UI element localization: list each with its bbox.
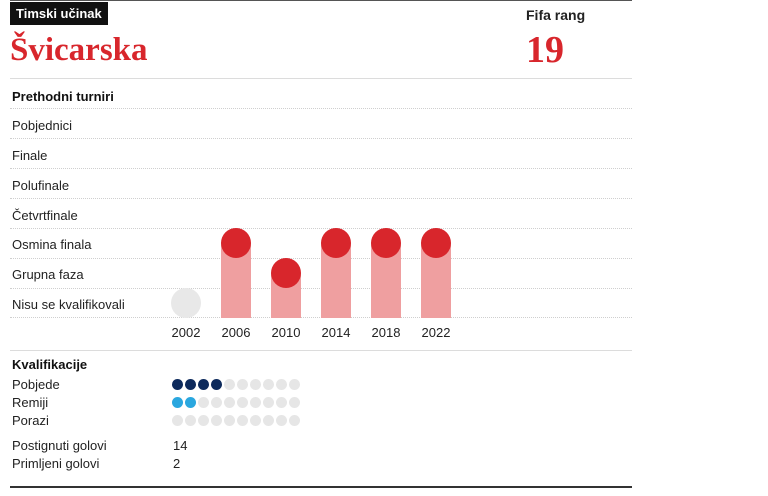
empty-dot	[237, 397, 248, 408]
marker-2006	[221, 228, 251, 258]
year-label-2006: 2006	[222, 325, 251, 340]
stage-label-group-stage: Grupna faza	[12, 267, 84, 282]
losses-dots	[172, 415, 300, 426]
empty-dot	[237, 415, 248, 426]
empty-dot	[172, 415, 183, 426]
team-name: Švicarska	[10, 32, 148, 68]
filled-dot	[185, 397, 196, 408]
goals-conceded-value: 2	[173, 456, 181, 471]
header-divider	[10, 78, 632, 79]
empty-dot	[289, 379, 300, 390]
marker-2018	[371, 228, 401, 258]
empty-dot	[276, 397, 287, 408]
fifa-rank-label: Fifa rang	[526, 7, 586, 23]
draws-label: Remiji	[12, 395, 49, 410]
year-label-2018: 2018	[372, 325, 401, 340]
empty-dot	[237, 379, 248, 390]
filled-dot	[211, 379, 222, 390]
goals-scored-value: 14	[173, 438, 188, 453]
qualifiers-title: Kvalifikacije	[12, 357, 88, 372]
empty-dot	[224, 379, 235, 390]
empty-dot	[224, 397, 235, 408]
empty-dot	[289, 397, 300, 408]
empty-dot	[250, 397, 261, 408]
filled-dot	[172, 379, 183, 390]
bottom-rule	[10, 486, 632, 488]
empty-dot	[276, 415, 287, 426]
filled-dot	[198, 379, 209, 390]
stage-label-final: Finale	[12, 148, 48, 163]
gridline	[10, 228, 632, 229]
empty-dot	[250, 415, 261, 426]
chart-title: Prethodni turniri	[12, 89, 114, 104]
stage-label-not-qualified: Nisu se kvalifikovali	[12, 297, 125, 312]
gridline	[10, 168, 632, 169]
empty-dot	[263, 397, 274, 408]
empty-dot	[289, 415, 300, 426]
stage-label-quarterfinal: Četvrtfinale	[12, 208, 78, 223]
empty-dot	[211, 397, 222, 408]
chart-divider	[10, 350, 632, 351]
gridline	[10, 198, 632, 199]
fifa-rank-value: 19	[526, 29, 564, 71]
marker-2002	[171, 288, 201, 318]
year-label-2010: 2010	[272, 325, 301, 340]
wins-dots	[172, 379, 300, 390]
year-label-2002: 2002	[172, 325, 201, 340]
empty-dot	[211, 415, 222, 426]
empty-dot	[185, 415, 196, 426]
goals-conceded-label: Primljeni golovi	[12, 456, 100, 471]
stage-label-winners: Pobjednici	[12, 118, 72, 133]
gridline	[10, 108, 632, 109]
goals-scored-label: Postignuti golovi	[12, 438, 107, 453]
stage-label-semifinal: Polufinale	[12, 178, 70, 193]
marker-2022	[421, 228, 451, 258]
empty-dot	[263, 379, 274, 390]
filled-dot	[185, 379, 196, 390]
marker-2010	[271, 258, 301, 288]
wins-label: Pobjede	[12, 377, 60, 392]
empty-dot	[263, 415, 274, 426]
empty-dot	[198, 397, 209, 408]
year-label-2014: 2014	[322, 325, 351, 340]
empty-dot	[224, 415, 235, 426]
empty-dot	[198, 415, 209, 426]
stage-label-round-of-16: Osmina finala	[12, 237, 92, 252]
filled-dot	[172, 397, 183, 408]
empty-dot	[276, 379, 287, 390]
section-badge: Timski učinak	[10, 2, 108, 25]
year-label-2022: 2022	[422, 325, 451, 340]
gridline	[10, 138, 632, 139]
losses-label: Porazi	[12, 413, 49, 428]
tournament-chart: 2002 2006 2010 2014 2018 2022	[171, 228, 451, 340]
top-rule	[10, 0, 632, 1]
marker-2014	[321, 228, 351, 258]
empty-dot	[250, 379, 261, 390]
draws-dots	[172, 397, 300, 408]
